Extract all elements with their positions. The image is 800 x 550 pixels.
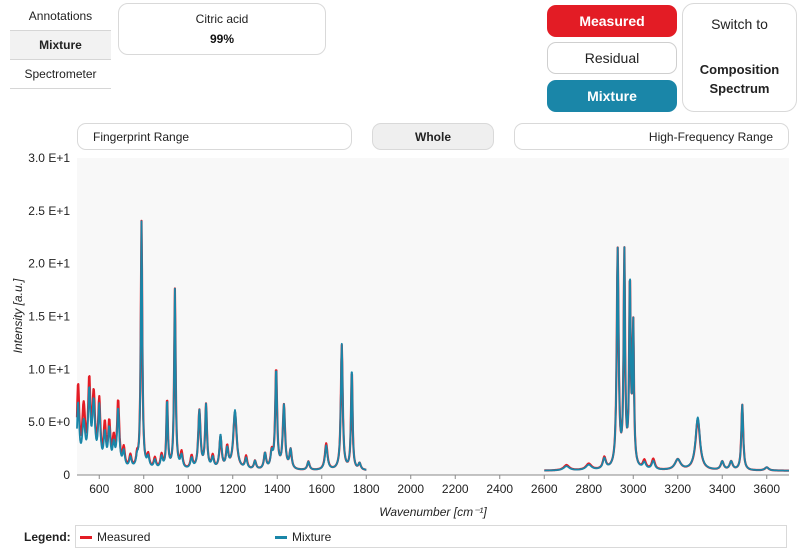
x-tick-label: 2800 [575,482,602,496]
legend-label-measured: Measured [97,530,151,544]
x-tick-label: 3200 [664,482,691,496]
x-tick-label: 3000 [620,482,647,496]
switch-label: Switch to [711,16,768,32]
legend-label-mixture: Mixture [292,530,332,544]
whole-range-button[interactable]: Whole [372,123,494,150]
tab-mixture[interactable]: Mixture [10,31,111,60]
x-tick-label: 2400 [486,482,513,496]
y-tick-label: 3.0 E+1 [28,151,70,165]
y-tick-label: 2.0 E+1 [28,257,70,271]
compound-name: Citric acid [195,12,249,26]
legend-item-mixture[interactable]: Mixture [275,530,331,544]
x-tick-label: 600 [89,482,109,496]
x-tick-label: 2200 [442,482,469,496]
legend: Measured Mixture [75,525,787,548]
x-tick-label: 1400 [264,482,291,496]
y-tick-label: 1.5 E+1 [28,310,70,324]
compound-percent: 99% [209,32,235,46]
x-tick-label: 3600 [753,482,780,496]
residual-button[interactable]: Residual [547,42,677,74]
measured-button[interactable]: Measured [547,5,677,37]
measured-swatch [80,535,92,539]
mixture-swatch [275,535,287,539]
x-tick-label: 2000 [397,482,424,496]
series-line-mixture [543,246,790,472]
tab-annotations[interactable]: Annotations [10,2,111,31]
spectrum-chart[interactable]: 0 5.0 E+0 1.0 E+1 1.5 E+1 2.0 E+1 2.5 E+1 3.0 … [0,150,800,522]
y-tick-label: 1.0 E+1 [28,362,70,376]
fingerprint-range-button[interactable]: Fingerprint Range [77,123,352,150]
y-tick-label: 2.5 E+1 [28,204,70,218]
legend-title: Legend: [24,530,71,544]
x-tick-label: 1000 [175,482,202,496]
switch-target-label: Composition Spectrum [699,62,780,96]
y-tick-label: 0 [63,468,70,482]
tab-spectrometer[interactable]: Spectrometer [10,60,111,89]
series-line-mixture [76,220,367,471]
x-tick-label: 3400 [709,482,736,496]
y-axis-title: Intensity [a.u.] [11,278,25,353]
y-tick-label: 5.0 E+0 [28,415,70,429]
x-tick-label: 800 [134,482,154,496]
x-tick-label: 2600 [531,482,558,496]
high-frequency-range-button[interactable]: High-Frequency Range [514,123,789,150]
legend-item-measured[interactable]: Measured [80,530,150,544]
plot-area [77,158,789,475]
x-axis-title: Wavenumber [cm⁻¹] [379,505,487,519]
x-tick-label: 1800 [353,482,380,496]
compound-card[interactable]: Citric acid 99% [118,3,326,55]
switch-composition-button[interactable]: Switch to Composition Spectrum [682,3,797,112]
mixture-button[interactable]: Mixture [547,80,677,112]
x-tick-label: 1200 [219,482,246,496]
side-tabs: Annotations Mixture Spectrometer [10,2,111,89]
x-tick-label: 1600 [308,482,335,496]
